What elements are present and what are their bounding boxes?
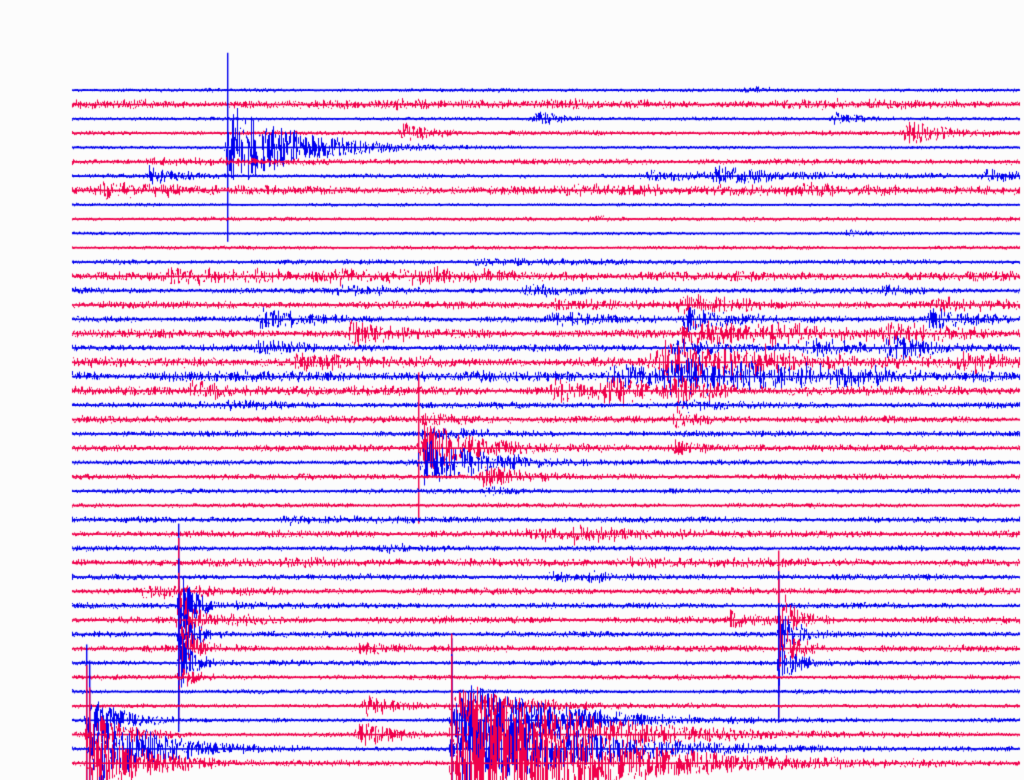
helicorder-plot: HC Tinos Isl. Applied filter: WWSSN-SP 2… (0, 0, 1024, 780)
seismic-trace-canvas (0, 0, 1024, 780)
